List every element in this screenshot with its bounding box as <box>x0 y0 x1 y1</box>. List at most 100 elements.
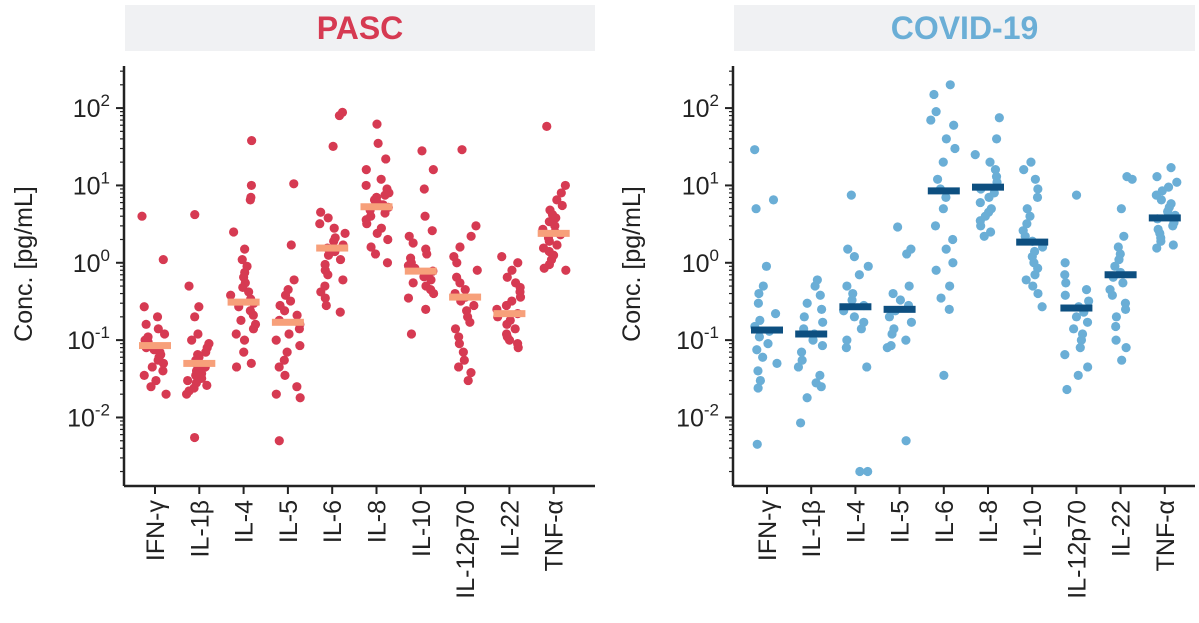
y-tick-label: 100 <box>682 246 719 278</box>
median-bar <box>404 267 437 275</box>
y-tick-label: 100 <box>73 246 110 278</box>
median-bar <box>883 305 916 313</box>
data-point <box>751 204 761 214</box>
data-point <box>1166 163 1176 173</box>
data-point <box>284 329 294 339</box>
data-point <box>471 221 481 231</box>
data-point <box>328 141 338 151</box>
data-point <box>237 254 247 265</box>
data-point <box>772 358 782 369</box>
data-point <box>239 335 250 345</box>
data-point <box>763 339 773 349</box>
data-point <box>1062 384 1072 395</box>
data-point <box>452 258 462 268</box>
data-point <box>884 312 895 322</box>
data-point <box>856 324 866 334</box>
data-point <box>463 375 473 386</box>
data-point <box>460 284 470 295</box>
data-point <box>187 335 197 345</box>
data-point <box>1117 355 1127 365</box>
data-point <box>372 228 382 238</box>
data-point <box>239 347 249 357</box>
data-point <box>797 355 807 365</box>
data-point <box>376 174 386 184</box>
data-point <box>289 179 299 189</box>
data-point <box>329 223 339 233</box>
x-tick-label: IFN-γ <box>142 500 170 562</box>
data-point <box>931 265 941 275</box>
data-point <box>146 382 156 392</box>
data-point <box>323 213 333 223</box>
data-point <box>1061 278 1071 288</box>
data-point <box>802 298 812 308</box>
data-point <box>1032 192 1043 203</box>
median-bar <box>927 187 960 195</box>
data-point <box>190 312 200 322</box>
data-point <box>1152 172 1162 182</box>
data-point <box>323 270 333 280</box>
data-point <box>274 362 284 372</box>
data-point <box>159 329 170 339</box>
data-point <box>338 275 348 285</box>
y-tick-label: 101 <box>73 168 110 200</box>
data-point <box>502 272 512 282</box>
data-point <box>245 195 255 205</box>
data-point <box>450 324 461 334</box>
x-tick-label: IL-1β <box>798 500 826 557</box>
data-point <box>939 370 949 380</box>
data-point <box>497 252 507 262</box>
data-point <box>466 231 476 241</box>
data-point <box>1033 184 1043 194</box>
median-bar <box>537 229 570 237</box>
data-point <box>842 281 852 291</box>
data-point <box>887 329 897 339</box>
data-point <box>752 345 762 355</box>
data-point <box>408 238 418 248</box>
data-point <box>158 366 168 376</box>
data-point <box>1121 343 1131 353</box>
data-point <box>754 332 764 342</box>
data-point <box>1111 312 1122 322</box>
data-point <box>454 339 464 349</box>
data-point <box>323 250 334 260</box>
data-point <box>515 292 526 302</box>
median-bar <box>839 303 872 311</box>
data-point <box>1022 219 1032 229</box>
data-point <box>320 293 330 303</box>
data-point <box>808 335 818 345</box>
data-point <box>1021 275 1031 285</box>
data-point <box>139 302 149 312</box>
data-point <box>513 343 523 353</box>
data-point <box>1081 284 1092 295</box>
data-point <box>279 306 290 316</box>
data-point <box>246 180 257 191</box>
data-point <box>863 466 873 477</box>
data-point <box>904 281 914 291</box>
data-point <box>361 180 371 191</box>
data-point <box>862 362 872 372</box>
y-tick-label: 102 <box>73 91 110 123</box>
data-point <box>422 249 432 259</box>
data-point <box>768 195 779 205</box>
data-point <box>752 439 762 449</box>
data-point <box>1075 343 1085 353</box>
data-point <box>382 258 393 268</box>
data-point <box>1119 231 1129 241</box>
data-point <box>1026 157 1036 167</box>
data-point <box>289 275 299 285</box>
x-tick-label: TNF-α <box>541 500 569 571</box>
data-point <box>248 310 258 320</box>
median-bar <box>751 326 783 334</box>
data-point <box>932 174 943 184</box>
data-point <box>1071 312 1082 322</box>
data-point <box>1168 221 1178 231</box>
data-point <box>229 227 239 237</box>
data-point <box>754 288 764 299</box>
data-point <box>817 340 828 351</box>
panel-title-pasc: PASC <box>125 5 595 51</box>
data-point <box>841 343 851 353</box>
data-point <box>236 315 246 325</box>
median-bar <box>493 310 526 318</box>
data-point <box>280 370 290 380</box>
data-point <box>842 335 852 345</box>
